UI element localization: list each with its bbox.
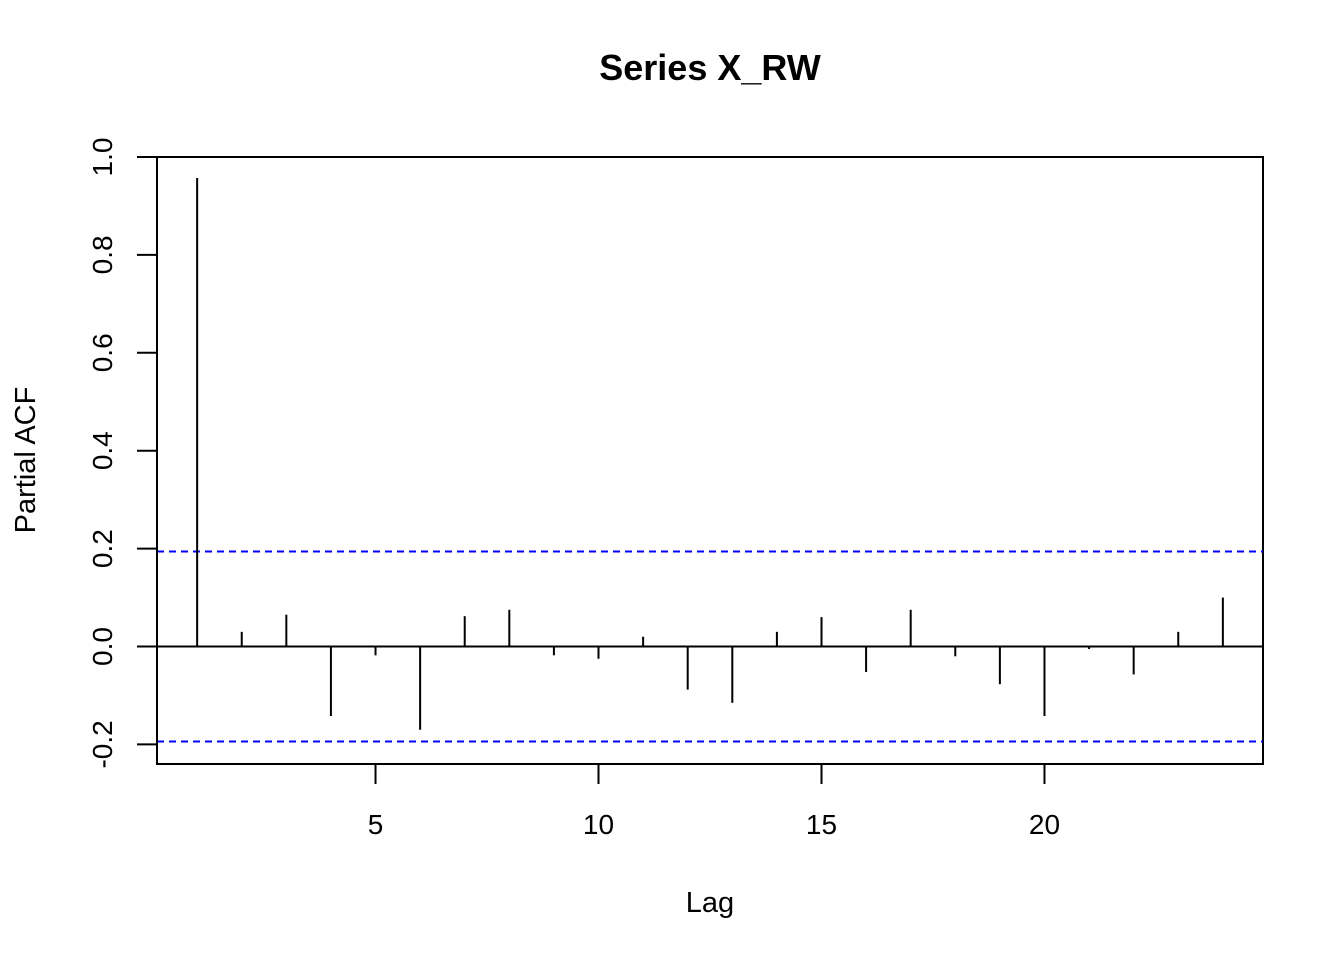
y-tick-label-0: -0.2: [87, 720, 118, 768]
x-axis-label: Lag: [686, 887, 734, 919]
y-tick-label-2: 0.2: [87, 529, 118, 568]
y-tick-label-4: 0.6: [87, 333, 118, 372]
y-tick-label-3: 0.4: [87, 431, 118, 470]
plot-frame: [156, 156, 1264, 765]
y-axis-label: Partial ACF: [10, 387, 42, 534]
y-tick-label-1: 0.0: [87, 627, 118, 666]
y-tick-label-6: 1.0: [87, 138, 118, 177]
x-tick-label-15: 15: [806, 809, 837, 840]
y-tick-label-5: 0.8: [87, 235, 118, 274]
x-tick-label-20: 20: [1029, 809, 1060, 840]
x-tick-label-5: 5: [368, 809, 384, 840]
x-tick-label-10: 10: [583, 809, 614, 840]
chart-title: Series X_RW: [599, 47, 820, 88]
